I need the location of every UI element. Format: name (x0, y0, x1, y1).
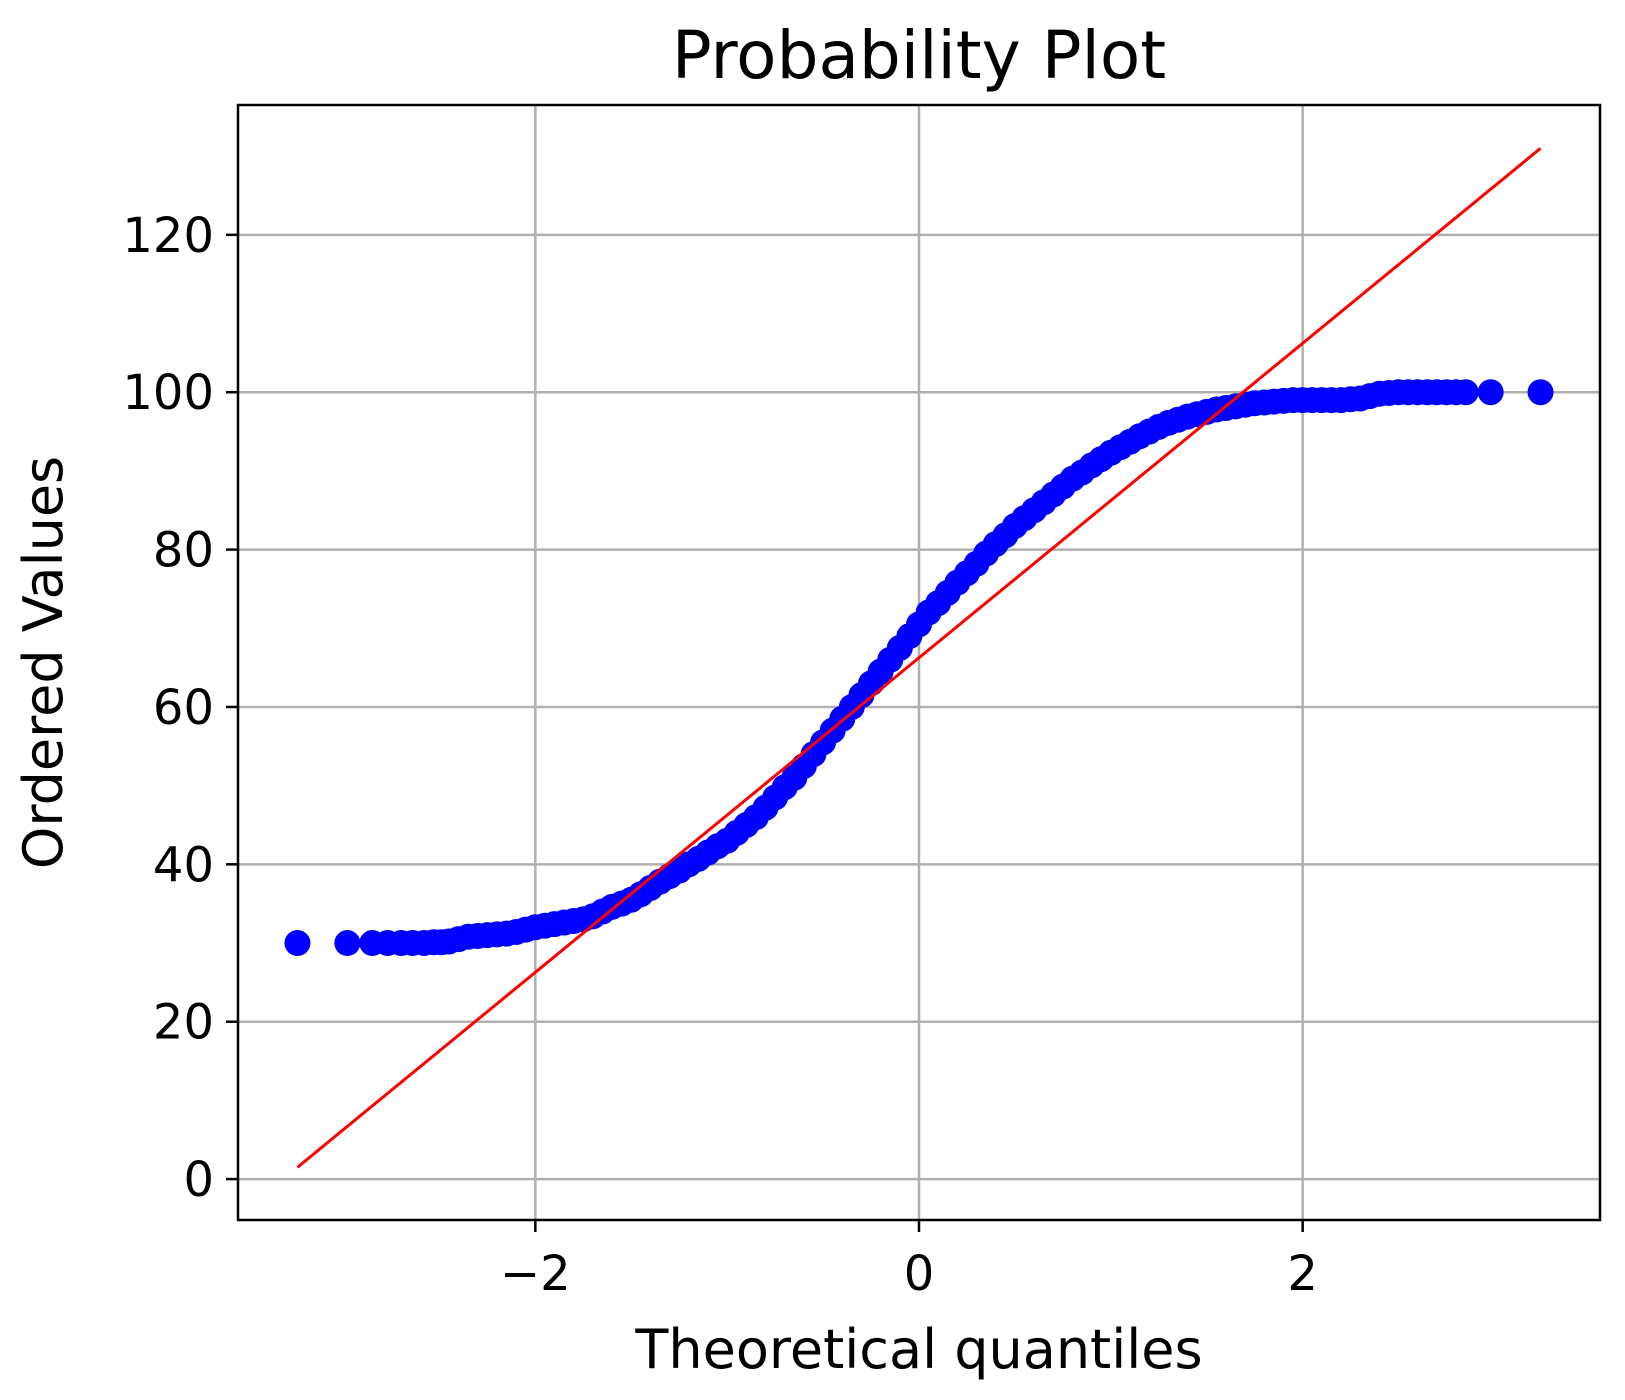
y-tick-label: 40 (153, 837, 214, 893)
y-tick-label: 60 (153, 680, 214, 736)
data-point (1527, 379, 1554, 406)
grid-lines (238, 105, 1600, 1220)
y-axis-ticks: 0 20 40 60 80 100 120 (122, 208, 238, 1208)
y-tick-label: 20 (153, 995, 214, 1051)
chart-title: Probability Plot (672, 17, 1166, 94)
x-tick-label: −2 (500, 1246, 571, 1302)
y-tick-label: 120 (122, 208, 214, 264)
y-tick-label: 80 (153, 523, 214, 579)
x-tick-label: 0 (904, 1246, 935, 1302)
y-tick-label: 100 (122, 365, 214, 421)
fit-line (296, 147, 1542, 1169)
x-tick-label: 2 (1287, 1246, 1318, 1302)
y-tick-label: 0 (183, 1152, 214, 1208)
data-points (284, 379, 1554, 957)
y-axis-label: Ordered Values (12, 456, 75, 869)
data-point (284, 930, 311, 957)
data-point (1452, 379, 1479, 406)
x-axis-label: Theoretical quantiles (634, 1318, 1202, 1381)
data-point (334, 930, 361, 957)
data-point (1477, 379, 1504, 406)
x-axis-ticks: −2 0 2 (500, 1220, 1318, 1302)
